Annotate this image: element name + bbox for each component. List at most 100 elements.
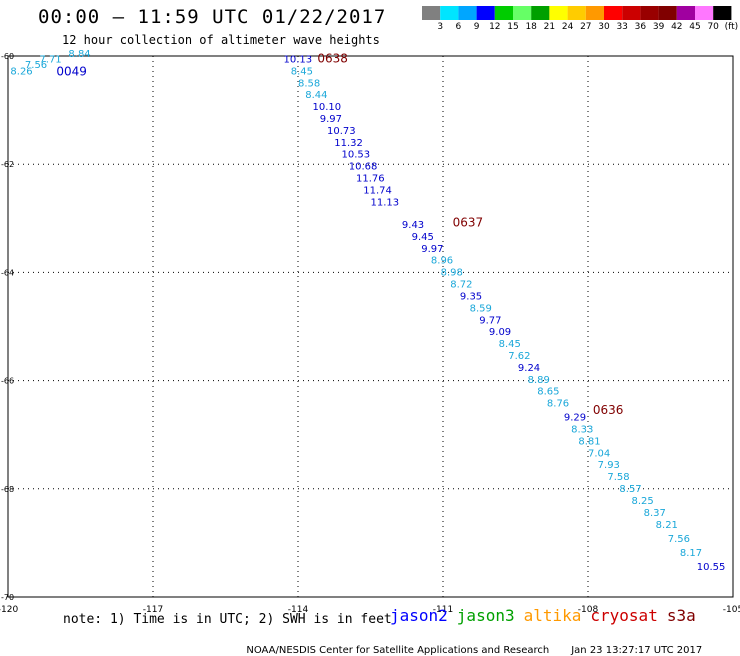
colorbar-tick-label: 39 [652, 22, 665, 32]
colorbar-swatch [531, 6, 550, 20]
colorbar-tick-label: 45 [689, 22, 701, 32]
swh-value-label: 8.84 [68, 49, 90, 60]
pass-time-label: 0637 [453, 215, 484, 229]
swh-value-label: 8.57 [619, 484, 641, 495]
colorbar-swatch [513, 6, 532, 20]
swh-value-label: 8.17 [680, 548, 702, 559]
mission-legend: jason2 jason3 altika cryosat s3a [390, 606, 705, 625]
mission-name: cryosat [590, 606, 658, 625]
swh-value-label: 9.97 [320, 114, 342, 125]
credit-line: NOAA/NESDIS Center for Satellite Applica… [240, 634, 702, 656]
colorbar-tick-label: 27 [580, 22, 592, 32]
swh-value-label: 8.72 [450, 280, 472, 291]
swh-value-label: 7.93 [598, 460, 620, 471]
latitude-tick-label: -64 [1, 268, 14, 277]
swh-value-label: 11.74 [363, 185, 392, 196]
swh-value-label: 8.44 [305, 90, 327, 101]
pass-time-label: 0638 [317, 51, 348, 65]
mission-name: altika [523, 606, 582, 625]
swh-value-label: 8.65 [537, 387, 559, 398]
longitude-tick-label: -108 [578, 605, 599, 615]
swh-value-label: 8.33 [571, 425, 593, 436]
colorbar-tick-label: 6 [455, 22, 462, 32]
chart-title: 00:00 – 11:59 UTC 01/22/2017 [38, 6, 387, 28]
colorbar-tick-label: 18 [525, 22, 537, 32]
credit-text: NOAA/NESDIS Center for Satellite Applica… [246, 645, 550, 656]
swh-value-label: 7.62 [508, 351, 530, 362]
swh-value-label: 8.96 [431, 256, 453, 267]
footnote: note: 1) Time is in UTC; 2) SWH is in fe… [63, 612, 392, 627]
swh-value-label: 7.04 [588, 448, 610, 459]
colorbar-tick-label: 21 [543, 22, 556, 32]
swh-value-label: 8.45 [499, 339, 521, 350]
swh-value-label: 8.59 [470, 303, 492, 314]
generated-timestamp: Jan 23 13:27:17 UTC 2017 [571, 645, 703, 656]
latitude-tick-label: -62 [1, 160, 14, 169]
colorbar-swatch [695, 6, 714, 20]
pass-time-label: 0049 [56, 64, 87, 78]
longitude-tick-label: -114 [288, 605, 309, 615]
swh-value-label: 10.53 [342, 150, 371, 161]
colorbar-tick-label: 3 [437, 22, 444, 32]
swh-value-label: 9.45 [412, 232, 434, 243]
swh-value-label: 9.29 [564, 413, 586, 424]
swh-value-label: 9.24 [518, 363, 540, 374]
swh-value-label: 7.71 [39, 54, 61, 65]
swh-value-label: 11.13 [371, 197, 400, 208]
swh-value-label: 9.09 [489, 327, 511, 338]
colorbar-swatch [458, 6, 477, 20]
swh-value-label: 9.97 [421, 244, 443, 255]
colorbar-tick-label: 70 [707, 22, 719, 32]
colorbar-swatch [567, 6, 586, 20]
colorbar-tick-label: (ft) [724, 22, 739, 32]
longitude-tick-label: -120 [0, 605, 18, 615]
colorbar-swatch [440, 6, 459, 20]
swh-value-label: 8.81 [578, 436, 600, 447]
swh-value-label: 8.37 [644, 508, 666, 519]
colorbar-tick-label: 12 [489, 22, 501, 32]
swh-value-label: 11.76 [356, 174, 385, 185]
colorbar-swatch [585, 6, 604, 20]
longitude-tick-label: -111 [433, 605, 453, 615]
latitude-tick-label: -66 [1, 377, 14, 386]
colorbar-tick-label: 15 [507, 22, 519, 32]
mission-name: jason2 [390, 606, 448, 625]
swh-value-label: 10.10 [313, 102, 342, 113]
swh-value-label: 11.32 [334, 138, 363, 149]
colorbar-swatch [622, 6, 641, 20]
colorbar-tick-label: 42 [671, 22, 683, 32]
swh-value-label: 9.43 [402, 220, 424, 231]
swh-value-label: 10.55 [697, 562, 726, 573]
swh-value-label: 7.58 [607, 472, 629, 483]
colorbar-tick-label: 9 [473, 22, 480, 32]
swh-value-label: 10.68 [349, 162, 378, 173]
swh-value-label: 8.25 [632, 496, 654, 507]
mission-name: jason3 [456, 606, 515, 625]
colorbar-swatch [494, 6, 513, 20]
map-frame [7, 55, 734, 598]
longitude-tick-label: -105 [723, 605, 740, 615]
colorbar-swatch [549, 6, 568, 20]
colorbar-swatch [604, 6, 623, 20]
swh-value-label: 8.76 [547, 399, 569, 410]
colorbar-tick-label: 30 [598, 22, 610, 32]
swh-value-label: 9.77 [479, 315, 501, 326]
colorbar-labels: 3 6 9 12 15 18 21 24 27 30 33 36 39 42 45 70 (ft) [422, 22, 738, 36]
swh-value-label: 7.56 [25, 60, 47, 71]
swh-value-label: 8.98 [441, 268, 463, 279]
latitude-tick-label: -60 [1, 52, 14, 61]
colorbar-swatch [422, 6, 441, 20]
colorbar-tick-label: 36 [634, 22, 647, 32]
colorbar-tick-label: 24 [561, 22, 574, 32]
longitude-tick-label: -117 [143, 605, 163, 615]
mission-name: s3a [666, 606, 696, 625]
pass-time-label: 0636 [593, 403, 624, 417]
colorbar-swatch [476, 6, 495, 20]
swh-value-label: 8.26 [10, 66, 32, 77]
colorbar [422, 6, 732, 20]
swh-value-label: 9.35 [460, 291, 482, 302]
swh-value-label: 8.89 [528, 375, 550, 386]
colorbar-tick-label: 33 [616, 22, 628, 32]
swh-value-label: 8.45 [291, 66, 313, 77]
